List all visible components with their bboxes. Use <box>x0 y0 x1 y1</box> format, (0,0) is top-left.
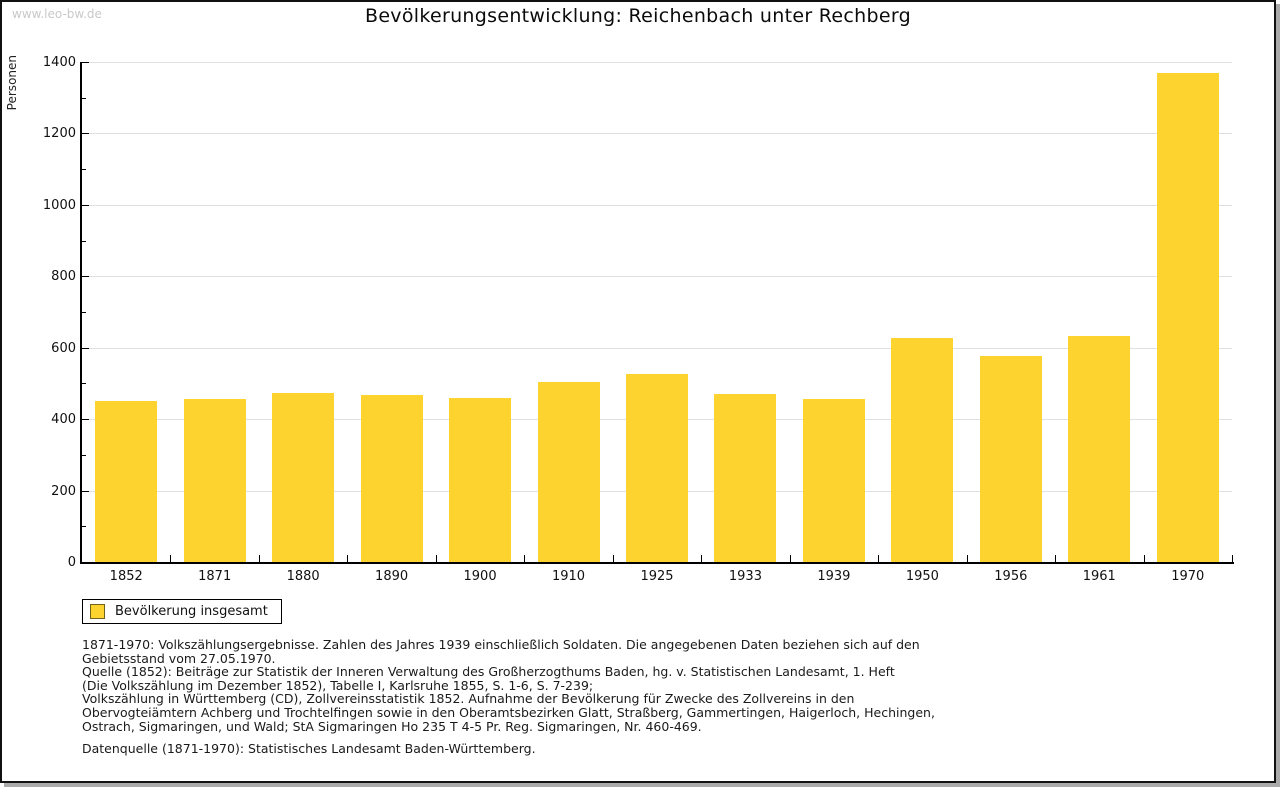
bar-1900 <box>449 398 512 562</box>
y-axis-tick-label: 800 <box>51 269 76 285</box>
y-gridline <box>82 347 1232 349</box>
bar-1970 <box>1156 72 1219 562</box>
bar-1950 <box>891 338 954 562</box>
bar-1933 <box>714 393 777 562</box>
bar-1852 <box>95 400 158 562</box>
y-axis-tick <box>82 62 89 63</box>
bar-1890 <box>360 394 423 562</box>
y-axis-tick <box>82 562 89 563</box>
datasource-note: Datenquelle (1871-1970): Statistisches L… <box>82 741 536 756</box>
y-axis-tick <box>82 347 89 349</box>
y-axis-tick-label: 400 <box>51 412 76 428</box>
y-axis-tick-label: 0 <box>67 555 76 570</box>
y-gridline <box>82 276 1232 278</box>
x-axis-tick-label: 1939 <box>817 569 851 584</box>
y-axis-minor-tick <box>82 383 86 385</box>
y-axis-line <box>80 62 82 564</box>
y-gridline <box>82 133 1232 135</box>
y-axis-tick <box>82 419 89 421</box>
x-axis-tick-label: 1910 <box>551 569 586 584</box>
y-axis-tick-label: 1200 <box>42 126 76 142</box>
footnote-line: 1871-1970: Volkszählungsergebnisse. Zahl… <box>82 637 920 652</box>
bar-1925 <box>626 374 688 562</box>
footnote-line: Obervogteiämtern Achberg und Trochtelfin… <box>82 704 935 720</box>
y-axis-tick <box>82 133 89 135</box>
x-axis-tick-label: 1900 <box>463 569 497 584</box>
x-axis-tick <box>789 555 791 562</box>
legend: Bevölkerung insgesamt <box>82 599 282 624</box>
bar-1961 <box>1068 335 1131 562</box>
y-axis-tick <box>82 204 89 206</box>
y-axis-minor-tick <box>82 240 86 242</box>
x-axis-tick <box>170 555 172 562</box>
footnote-line: Volkszählung in Württemberg (CD), Zollve… <box>82 691 855 707</box>
x-axis-tick-label: 1880 <box>286 569 320 584</box>
y-axis-minor-tick <box>82 312 86 313</box>
x-axis-tick <box>701 555 703 562</box>
legend-swatch-icon <box>90 604 105 619</box>
footnote-line: Quelle (1852): Beiträge zur Statistik de… <box>82 664 895 680</box>
y-axis-minor-tick <box>82 526 86 528</box>
y-gridline <box>82 62 1232 63</box>
bar-1910 <box>537 382 600 562</box>
y-axis-minor-tick <box>82 97 86 99</box>
bar-1956 <box>979 355 1042 562</box>
legend-label: Bevölkerung insgesamt <box>115 604 268 619</box>
x-axis-tick <box>347 555 349 562</box>
y-axis-tick-label: 200 <box>51 483 76 499</box>
y-axis-tick <box>82 276 89 278</box>
x-axis-tick-label: 1871 <box>198 569 232 584</box>
x-axis-tick <box>524 555 526 562</box>
x-axis-tick <box>612 555 614 562</box>
footnotes: 1871-1970: Volkszählungsergebnisse. Zahl… <box>82 638 935 733</box>
x-axis-tick <box>1143 555 1145 562</box>
x-axis-tick <box>966 555 968 562</box>
bar-1880 <box>272 393 335 562</box>
x-axis-tick <box>258 555 260 562</box>
bar-1871 <box>183 398 246 562</box>
y-axis-minor-tick <box>82 454 86 456</box>
y-axis-minor-tick <box>82 169 86 171</box>
x-axis-tick <box>878 555 880 562</box>
x-axis-line <box>80 562 1234 564</box>
y-axis-tick-label: 1400 <box>42 55 76 70</box>
x-axis-tick-label: 1956 <box>994 569 1028 584</box>
x-axis-tick <box>1232 555 1233 562</box>
x-axis-tick-label: 1970 <box>1171 569 1205 584</box>
y-axis-tick-label: 1000 <box>42 197 76 213</box>
x-axis-tick-label: 1961 <box>1082 569 1116 584</box>
x-axis-tick <box>435 555 437 562</box>
y-gridline <box>82 204 1232 206</box>
x-axis-tick-label: 1852 <box>109 569 143 584</box>
y-axis-tick-label: 600 <box>51 340 76 356</box>
footnote-line: Ostrach, Sigmaringen, und Wald; StA Sigm… <box>82 718 702 734</box>
chart-title: Bevölkerungsentwicklung: Reichenbach unt… <box>364 5 911 27</box>
y-axis-tick <box>82 490 89 492</box>
x-axis-tick <box>1055 555 1057 562</box>
watermark: www.leo-bw.de <box>12 7 102 21</box>
footnote-line: (Die Volkszählung im Dezember 1852), Tab… <box>82 677 594 693</box>
x-axis-tick-label: 1890 <box>375 569 409 584</box>
bar-1939 <box>802 398 865 562</box>
x-axis-tick-label: 1933 <box>728 569 762 584</box>
x-axis-tick-label: 1925 <box>640 569 674 584</box>
plot-area: 0 200 400 600 800 1000 1200 1400 1852 1871 1880 189… <box>2 2 1274 781</box>
footnote-line: Gebietsstand vom 27.05.1970. <box>82 650 276 666</box>
x-axis-tick-label: 1950 <box>905 569 939 584</box>
